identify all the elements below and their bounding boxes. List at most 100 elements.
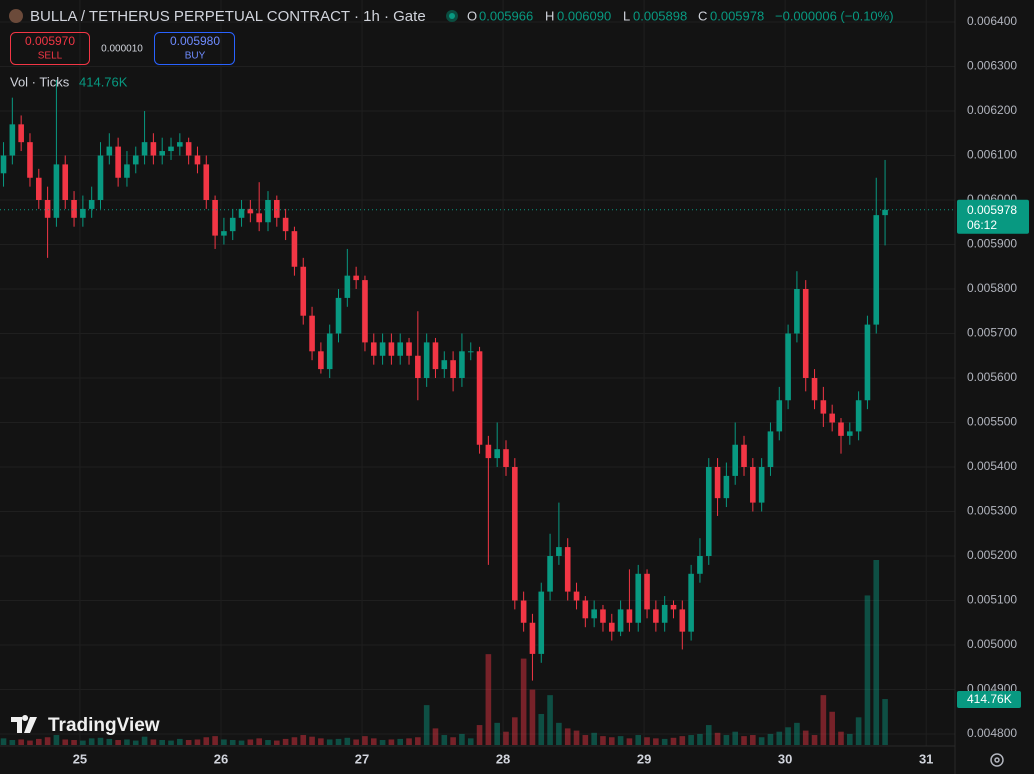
candle-body bbox=[185, 142, 192, 156]
y-tick-label: 0.005400 bbox=[967, 459, 1017, 473]
volume-bar bbox=[370, 738, 377, 745]
volume-bar bbox=[635, 735, 642, 745]
volume-bar bbox=[820, 695, 827, 745]
volume-bar bbox=[291, 737, 298, 745]
volume-bar bbox=[247, 739, 254, 745]
y-tick-label: 0.005200 bbox=[967, 548, 1017, 562]
volume-bar bbox=[88, 738, 95, 745]
candle-body bbox=[309, 315, 315, 352]
volume-bar bbox=[467, 738, 474, 745]
candle-body bbox=[529, 622, 536, 654]
volume-bar bbox=[838, 731, 844, 745]
candle-body bbox=[415, 355, 421, 378]
volume-bar bbox=[573, 730, 580, 745]
chart-title[interactable]: BULLA / TETHERUS PERPETUAL CONTRACT · 1h… bbox=[30, 8, 426, 25]
volume-bar bbox=[185, 740, 192, 745]
candle-body bbox=[141, 142, 148, 156]
candle-body bbox=[626, 609, 633, 623]
volume-bar bbox=[265, 740, 271, 745]
volume-bar bbox=[705, 725, 712, 745]
change: −0.000006 (−0.10%) bbox=[775, 8, 894, 23]
candle-body bbox=[238, 208, 245, 218]
candle-body bbox=[723, 475, 730, 499]
y-tick-label: 0.006300 bbox=[967, 59, 1017, 73]
candle-body bbox=[282, 217, 289, 232]
candle-body bbox=[820, 400, 827, 414]
volume-bar bbox=[591, 732, 597, 745]
volume-bar bbox=[864, 595, 871, 745]
candle-body bbox=[661, 604, 668, 623]
candle-body bbox=[847, 431, 853, 436]
volume-bar bbox=[661, 738, 668, 745]
volume-bar bbox=[53, 735, 60, 745]
volume-bar bbox=[538, 713, 545, 745]
volume-bar bbox=[529, 689, 536, 745]
candle-body bbox=[221, 231, 227, 236]
volume-bar bbox=[855, 717, 862, 745]
candles bbox=[0, 79, 888, 681]
candle-body bbox=[494, 449, 500, 459]
candle-body bbox=[18, 124, 24, 143]
candle-body bbox=[758, 467, 765, 503]
volume-bar bbox=[882, 699, 888, 745]
settings-icon[interactable] bbox=[990, 753, 1004, 767]
volume-bar bbox=[600, 736, 606, 745]
volume-bar bbox=[397, 738, 404, 745]
candle-body bbox=[177, 142, 183, 147]
candle-body bbox=[265, 200, 271, 223]
candle-body bbox=[697, 556, 703, 574]
volume-bar bbox=[670, 737, 677, 745]
sell-button[interactable] bbox=[10, 32, 90, 65]
volume-bar bbox=[97, 737, 104, 745]
candle-body bbox=[194, 155, 201, 165]
volume-bar bbox=[238, 740, 245, 745]
volume-bar bbox=[71, 740, 77, 745]
candle-body bbox=[635, 573, 642, 623]
candle-body bbox=[644, 573, 650, 610]
x-tick-label: 28 bbox=[496, 751, 510, 766]
volume-bar bbox=[494, 722, 500, 745]
volume-bar bbox=[873, 560, 880, 745]
sell-label: SELL bbox=[38, 51, 63, 62]
volume-bar bbox=[44, 737, 51, 745]
volume-bar bbox=[432, 728, 439, 745]
ohlc-key: O bbox=[467, 8, 477, 23]
logo-icon bbox=[11, 715, 37, 733]
candle-body bbox=[229, 217, 236, 232]
candle-body bbox=[27, 142, 33, 178]
candle-body bbox=[556, 547, 562, 556]
candle-body bbox=[0, 155, 7, 174]
volume-bar bbox=[450, 737, 456, 745]
symbol-icon[interactable] bbox=[9, 9, 23, 23]
volume-bar bbox=[776, 731, 783, 745]
buy-price: 0.005980 bbox=[170, 34, 220, 48]
volume-bar bbox=[520, 658, 527, 745]
x-tick-label: 30 bbox=[778, 751, 792, 766]
x-tick-label: 31 bbox=[919, 751, 933, 766]
brand-name: TradingView bbox=[48, 715, 160, 736]
volume-bar bbox=[794, 722, 800, 745]
y-tick-label: 0.006200 bbox=[967, 103, 1017, 117]
candle-body bbox=[115, 146, 121, 178]
volume-bar bbox=[688, 735, 694, 745]
buy-button[interactable] bbox=[154, 32, 235, 65]
volume-bar bbox=[512, 717, 518, 745]
volume-bar bbox=[353, 739, 359, 745]
candle-body bbox=[432, 342, 439, 370]
candle-body bbox=[794, 289, 800, 334]
candle-body bbox=[80, 208, 86, 218]
candle-body bbox=[274, 200, 280, 218]
y-tick-label: 0.005000 bbox=[967, 637, 1017, 651]
axes: 0.0048000.0049000.0050000.0051000.005200… bbox=[73, 14, 1018, 766]
y-tick-label: 0.006100 bbox=[967, 148, 1017, 162]
ohlc-key: H bbox=[545, 8, 554, 23]
candle-body bbox=[62, 164, 69, 200]
volume-bar bbox=[626, 738, 633, 745]
candle-body bbox=[353, 275, 359, 281]
candle-body bbox=[776, 400, 783, 432]
volume-bar bbox=[106, 738, 113, 745]
volume-bar bbox=[441, 735, 448, 745]
candle-body bbox=[670, 604, 677, 610]
ohlc-key: C bbox=[698, 8, 707, 23]
